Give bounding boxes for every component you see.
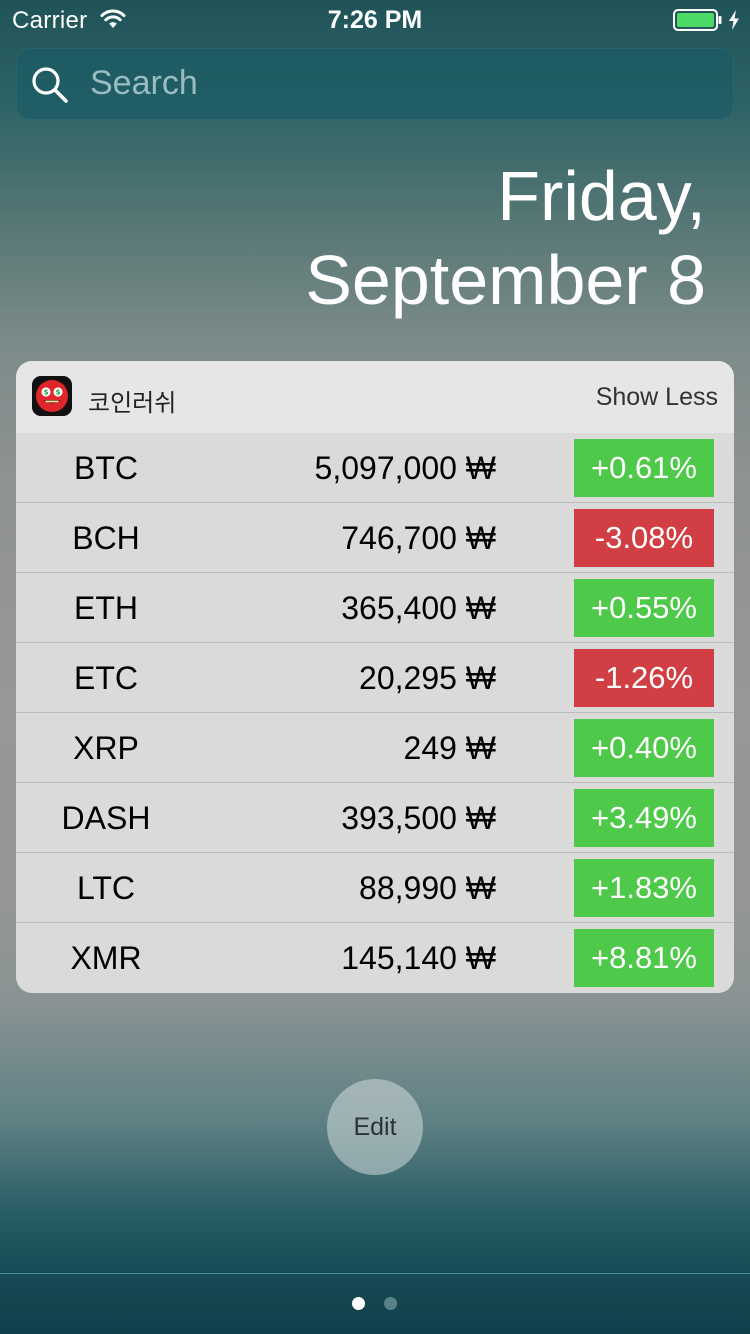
widget-app-name: 코인러쉬 (88, 390, 177, 417)
date-weekday: Friday, (497, 157, 706, 235)
coin-price: 145,140 ₩ (341, 940, 496, 976)
coin-symbol: XRP (73, 730, 139, 766)
coin-change-badge: +3.49% (574, 789, 714, 847)
search-icon (32, 67, 68, 103)
coin-price: 746,700 ₩ (341, 520, 496, 556)
status-bar: Carrier 7:26 PM (0, 0, 750, 40)
edit-button[interactable]: Edit (327, 1079, 423, 1175)
coin-row[interactable]: DASH 393,500 ₩ +3.49% (16, 783, 734, 853)
coin-change-badge: +1.83% (574, 859, 714, 917)
coin-symbol: BTC (74, 450, 138, 486)
bottom-divider (0, 1273, 750, 1274)
coin-row[interactable]: BCH 746,700 ₩ -3.08% (16, 503, 734, 573)
coin-symbol: ETC (74, 660, 138, 696)
page-indicator[interactable] (0, 1297, 750, 1311)
page-dot-active (352, 1297, 365, 1310)
coin-price: 5,097,000 ₩ (314, 450, 496, 486)
coin-symbol: LTC (76, 870, 136, 906)
coin-change-badge: +0.40% (574, 719, 714, 777)
status-time: 7:26 PM (327, 6, 423, 34)
battery-icon (673, 9, 722, 31)
coin-symbol: XMR (70, 940, 142, 976)
coin-change-badge: +0.61% (574, 439, 714, 497)
coin-price: 365,400 ₩ (341, 590, 496, 626)
coin-change-badge: +0.55% (574, 579, 714, 637)
svg-text:$: $ (56, 389, 61, 397)
coin-symbol: BCH (72, 520, 140, 556)
coin-rush-app-icon[interactable]: $ $ (32, 376, 72, 416)
date-month-day: September 8 (305, 241, 706, 319)
coin-change-badge: +8.81% (574, 929, 714, 987)
coin-change-badge: -3.08% (574, 509, 714, 567)
coin-row[interactable]: BTC 5,097,000 ₩ +0.61% (16, 433, 734, 503)
coin-row[interactable]: XMR 145,140 ₩ +8.81% (16, 923, 734, 993)
charging-bolt-icon (729, 10, 739, 30)
wifi-icon (100, 9, 126, 28)
show-less-button[interactable]: Show Less (595, 383, 718, 411)
search-placeholder: Search (90, 64, 198, 102)
search-bar[interactable]: Search (16, 48, 734, 120)
coin-row[interactable]: LTC 88,990 ₩ +1.83% (16, 853, 734, 923)
coin-price: 88,990 ₩ (359, 870, 496, 906)
carrier-label: Carrier (12, 7, 88, 34)
coin-row[interactable]: ETC 20,295 ₩ -1.26% (16, 643, 734, 713)
coin-row[interactable]: XRP 249 ₩ +0.40% (16, 713, 734, 783)
coin-list: BTC 5,097,000 ₩ +0.61% BCH 746,700 ₩ -3.… (16, 433, 734, 993)
coin-row[interactable]: ETH 365,400 ₩ +0.55% (16, 573, 734, 643)
coin-price: 393,500 ₩ (341, 800, 496, 836)
coin-price: 249 ₩ (403, 730, 496, 766)
page-dot (384, 1297, 397, 1310)
coin-price: 20,295 ₩ (359, 660, 496, 696)
svg-text:$: $ (44, 389, 49, 397)
coin-change-badge: -1.26% (574, 649, 714, 707)
widget-header: $ $ 코인러쉬 Show Less (16, 361, 734, 433)
coin-symbol: ETH (74, 590, 138, 626)
coin-widget: $ $ 코인러쉬 Show Less BTC 5,097,000 ₩ +0.61… (16, 361, 734, 993)
coin-symbol: DASH (61, 800, 151, 836)
